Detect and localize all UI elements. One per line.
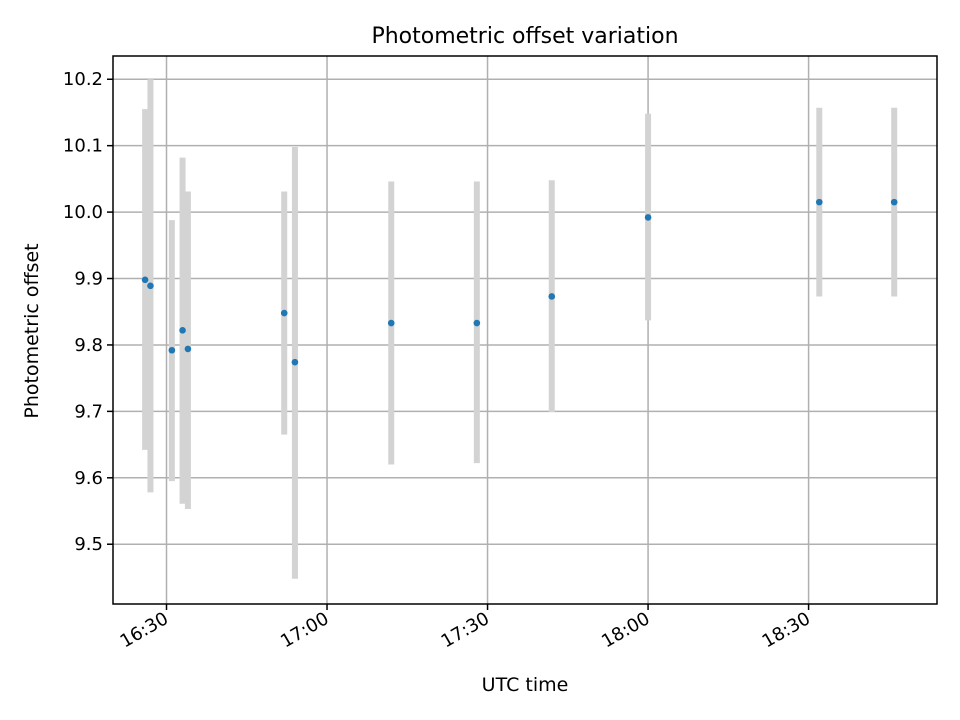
y-tick-label: 9.9 [74, 269, 103, 290]
y-tick-label: 10.0 [63, 202, 103, 223]
plot-frame [112, 55, 938, 605]
x-axis-label: UTC time [482, 674, 569, 696]
y-tick-label: 9.5 [74, 534, 103, 555]
data-point [168, 346, 176, 354]
y-tick-label: 9.8 [74, 335, 103, 356]
y-tick-label: 9.6 [74, 468, 103, 489]
chart-title: Photometric offset variation [371, 24, 678, 49]
y-tick-label: 9.7 [74, 401, 103, 422]
y-axis-ticks: 9.5 9.6 9.7 9.8 9.9 10.0 10.1 10.2 [63, 69, 113, 555]
y-tick-label: 10.2 [63, 69, 103, 90]
data-point [280, 309, 288, 317]
data-point [473, 319, 481, 327]
y-tick-label: 10.1 [63, 136, 103, 157]
data-point [179, 327, 186, 334]
data-point [890, 198, 898, 206]
data-point [644, 214, 652, 221]
data-point [291, 358, 299, 366]
data-point [147, 282, 154, 290]
data-point [387, 319, 395, 327]
grid [113, 56, 937, 604]
data-points [141, 198, 898, 366]
data-point [141, 276, 149, 284]
data-point [815, 198, 823, 206]
data-point [548, 293, 556, 300]
data-point [184, 345, 192, 353]
y-axis-label: Photometric offset [21, 243, 43, 418]
